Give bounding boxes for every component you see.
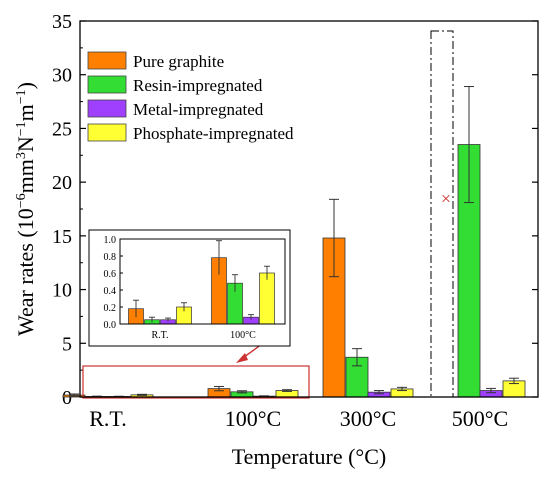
failure-marker: ×: [441, 188, 451, 208]
y-tick-label: 15: [52, 226, 72, 248]
legend-swatch-metal-impregnated: [87, 99, 127, 118]
x-tick-label: 500°C: [452, 406, 508, 431]
inset-frame: [119, 238, 286, 325]
y-axis-title-part: Wear rates (10: [13, 208, 38, 336]
inset-bar-phosphate-impregnated-100-c: [259, 272, 275, 325]
inset-x-tick-label: R.T.: [151, 330, 168, 341]
legend-label-resin-impregnated: Resin-impregnated: [133, 76, 263, 95]
inset-y-tick-label: 0.8: [104, 252, 117, 263]
inset-y-tick-label: 0.0: [104, 320, 117, 331]
plot-frame: [79, 20, 539, 398]
y-axis-title-part: m: [13, 104, 38, 121]
y-axis-title-part: −6: [14, 193, 29, 208]
y-axis-title-part: 3: [14, 152, 29, 159]
legend: Pure graphite Resin-impregnated Metal-impr…: [87, 51, 294, 143]
legend-label-pure-graphite: Pure graphite: [133, 52, 224, 71]
inset-y-tick-label: 0.4: [104, 286, 117, 297]
dash-dot-box: [430, 30, 454, 398]
legend-label-phosphate-impregnated: Phosphate-impregnated: [133, 124, 294, 143]
inset-y-tick-label: 0.2: [104, 303, 117, 314]
legend-swatch-pure-graphite: [87, 51, 127, 70]
y-axis-title: Wear rates (10−6mm3N−1m−1): [13, 82, 38, 336]
legend-label-metal-impregnated: Metal-impregnated: [133, 100, 264, 119]
annotations: ×: [82, 30, 454, 399]
main-bars: [62, 144, 526, 398]
y-tick-label: 5: [62, 333, 72, 355]
y-axis-title-part: −1: [14, 121, 29, 136]
inset-x-tick-label: 100°C: [230, 330, 256, 341]
y-axis-title-part: ): [13, 82, 38, 89]
main-x-tick-labels: R.T. 100°C 300°C 500°C: [89, 406, 508, 431]
y-tick-label: 0: [62, 387, 72, 409]
inset-background: [88, 229, 291, 347]
y-axis-title-part: −1: [14, 89, 29, 104]
y-tick-label: 30: [52, 65, 72, 87]
main-y-ticks: 0 5 10 15 20 25 30 35: [52, 11, 538, 409]
x-tick-label: 300°C: [340, 406, 396, 431]
inset-y-tick-label: 1.0: [104, 235, 117, 246]
x-tick-label: R.T.: [89, 406, 126, 431]
inset-y-tick-label: 0.6: [104, 269, 117, 280]
legend-swatch-phosphate-impregnated: [87, 123, 127, 142]
x-axis-title: Temperature (°C): [232, 444, 386, 469]
y-tick-label: 35: [52, 11, 72, 33]
y-axis-title-part: N: [13, 136, 38, 152]
y-axis-title-part: mm: [13, 159, 38, 193]
inset-chart: 0.0 0.2 0.4 0.6 0.8 1.0 R.T. 100°C: [88, 229, 291, 347]
x-tick-label: 100°C: [225, 406, 281, 431]
y-tick-label: 20: [52, 172, 72, 194]
zoom-region-box: [82, 365, 310, 399]
legend-swatch-resin-impregnated: [87, 75, 127, 94]
zoom-arrow-head: [236, 353, 248, 363]
y-tick-label: 25: [52, 118, 72, 140]
y-tick-label: 10: [52, 280, 72, 302]
